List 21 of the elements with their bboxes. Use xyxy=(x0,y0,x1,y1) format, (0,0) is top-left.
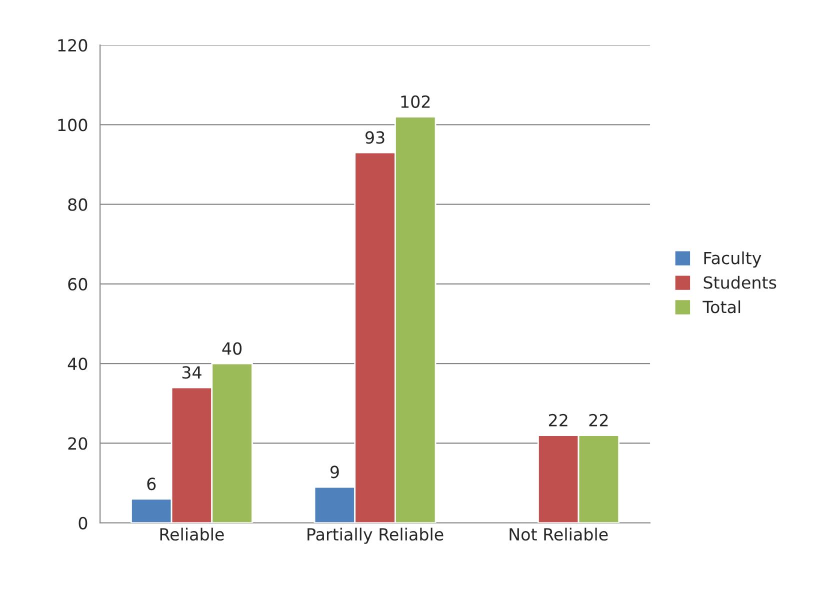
x-tick-label: Partially Reliable xyxy=(308,528,444,544)
x-tick-label: Reliable xyxy=(160,528,224,541)
data-label: 22 xyxy=(548,414,568,426)
y-tick-label: 80 xyxy=(68,198,88,211)
y-tick-label: 120 xyxy=(58,39,88,52)
legend-label: Total xyxy=(702,300,740,314)
legend-label: Students xyxy=(704,276,776,289)
data-label: 93 xyxy=(365,131,384,144)
x-tick-label: Not Reliable xyxy=(510,528,608,541)
y-tick-label: 20 xyxy=(68,437,88,450)
data-label: 102 xyxy=(401,95,430,108)
data-label: 9 xyxy=(330,466,339,478)
y-tick-label: 100 xyxy=(58,118,88,132)
data-label: 22 xyxy=(589,414,608,426)
data-label: 40 xyxy=(222,342,242,355)
data-label: 34 xyxy=(182,366,202,379)
y-tick-label: 60 xyxy=(68,278,88,291)
data-label: 6 xyxy=(147,478,156,490)
legend-label: Faculty xyxy=(704,251,762,268)
y-tick-label: 40 xyxy=(68,358,88,370)
y-tick-label: 0 xyxy=(78,516,88,530)
